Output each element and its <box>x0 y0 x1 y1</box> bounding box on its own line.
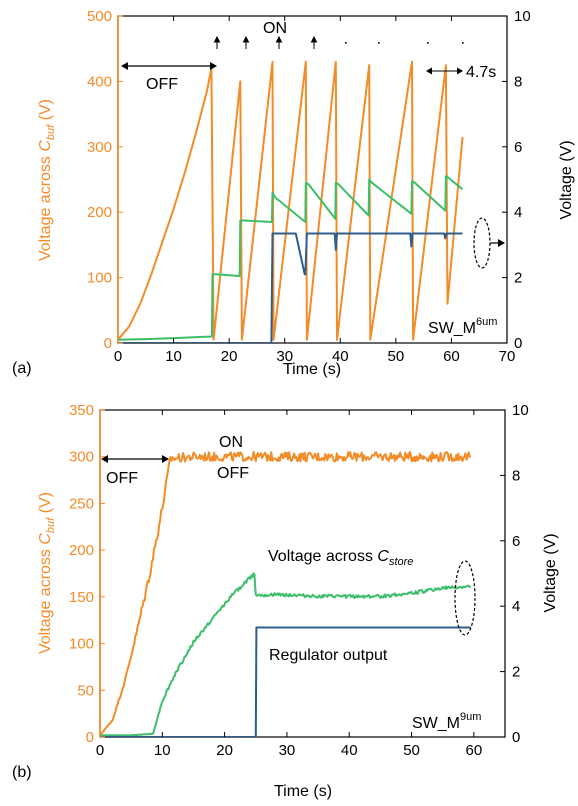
on-label-b: ON <box>219 434 243 451</box>
yr-tick-label-b-0: 0 <box>512 729 520 746</box>
device-tag-a: SW_M6um <box>428 316 497 337</box>
series-b-orange <box>100 451 471 736</box>
yr-tick-label-b-2: 4 <box>512 598 520 615</box>
yr-tick-label-b-3: 6 <box>512 533 520 550</box>
x-tick-label-b-4: 40 <box>341 742 358 759</box>
x-tick-label-a-2: 20 <box>221 348 238 365</box>
panel-a-xlabel: Time (s) <box>283 361 341 378</box>
yr-tick-label-a-3: 6 <box>514 139 522 156</box>
panel-a-annotations: OFF ON 4.7s SW_M6um <box>121 20 505 337</box>
panel-b-label: (b) <box>12 764 32 781</box>
period-label: 4.7s <box>466 64 496 81</box>
on-up-arrows <box>213 35 318 49</box>
yr-tick-label-a-2: 4 <box>514 204 522 221</box>
yl-tick-label-b-7: 350 <box>69 402 94 419</box>
yl-tick-label-a-4: 400 <box>87 73 112 90</box>
device-tag-b: SW_M9um <box>412 711 481 732</box>
on-dots <box>345 42 464 44</box>
regulator-label: Regulator output <box>269 647 388 664</box>
panel-b-ylabel-right: Voltage (V) <box>542 533 559 612</box>
x-tick-label-b-1: 10 <box>154 742 171 759</box>
yr-tick-label-b-4: 8 <box>512 467 520 484</box>
x-tick-label-a-3: 30 <box>276 348 293 365</box>
x-tick-label-b-2: 20 <box>216 742 233 759</box>
series-a-blue <box>118 232 463 343</box>
series-a-orange <box>118 60 464 341</box>
x-tick-label-a-0: 0 <box>114 348 122 365</box>
right-axis-marker-ellipse-b <box>454 560 476 636</box>
x-tick-label-a-4: 40 <box>332 348 349 365</box>
off-label-b: OFF <box>106 470 138 487</box>
x-tick-label-a-7: 70 <box>499 348 516 365</box>
right-axis-marker-arrowhead-a <box>498 239 505 247</box>
x-tick-label-b-6: 60 <box>466 742 483 759</box>
yr-tick-label-b-1: 2 <box>512 664 520 681</box>
yl-tick-label-b-3: 150 <box>69 589 94 606</box>
x-tick-label-a-1: 10 <box>165 348 182 365</box>
on-label-a: ON <box>263 20 287 37</box>
yl-tick-label-a-5: 500 <box>87 8 112 25</box>
panel-b-axes: 0 10 20 30 40 50 60 0 50 100 150 200 250 300 350 0 2 4 6 8 1… <box>69 402 529 759</box>
off-arrowhead-left-b <box>101 455 108 463</box>
yr-tick-label-b-5: 10 <box>512 402 529 419</box>
yr-tick-label-a-4: 8 <box>514 73 522 90</box>
yl-tick-label-a-1: 100 <box>87 270 112 287</box>
yl-tick-label-a-0: 0 <box>104 335 112 352</box>
panel-b-ylabel-left: Voltage across Cbuf (V) <box>37 492 57 654</box>
yl-tick-label-b-2: 100 <box>69 636 94 653</box>
off-arrowhead-right-a <box>210 62 217 70</box>
period-arrowhead-right <box>457 67 463 75</box>
right-axis-marker-ellipse-a <box>473 217 491 269</box>
yr-tick-label-a-1: 2 <box>514 270 522 287</box>
series-a-green <box>118 175 464 341</box>
yr-tick-label-a-0: 0 <box>514 335 522 352</box>
off-label-a: OFF <box>146 76 178 93</box>
panel-a-label: (a) <box>12 360 32 377</box>
panel-b: 0 10 20 30 40 50 60 0 50 100 150 200 250 300 350 0 2 4 6 8 1… <box>12 402 559 800</box>
x-tick-label-b-5: 50 <box>403 742 420 759</box>
panel-a-ylabel-left: Voltage across Cbuf (V) <box>37 99 57 261</box>
yl-tick-label-b-5: 250 <box>69 495 94 512</box>
yl-tick-label-a-3: 300 <box>87 139 112 156</box>
panel-b-series <box>100 451 472 737</box>
series-b-green <box>100 572 472 737</box>
panel-a-ylabel-right: Voltage (V) <box>558 140 575 219</box>
yl-tick-label-b-6: 300 <box>69 449 94 466</box>
yr-tick-label-a-5: 10 <box>514 8 531 25</box>
x-tick-label-b-3: 30 <box>279 742 296 759</box>
off2-label-b: OFF <box>217 465 249 482</box>
yl-tick-label-b-0: 0 <box>86 729 94 746</box>
period-arrowhead-left <box>426 67 432 75</box>
panel-b-xlabel: Time (s) <box>274 783 332 800</box>
x-tick-label-b-0: 0 <box>96 742 104 759</box>
x-tick-label-a-5: 50 <box>388 348 405 365</box>
panel-a-series <box>118 60 464 343</box>
off-arrowhead-left-a <box>121 62 128 70</box>
off-arrowhead-right-b <box>162 455 169 463</box>
x-tick-label-a-6: 60 <box>443 348 460 365</box>
yl-tick-label-a-2: 200 <box>87 204 112 221</box>
panel-b-annotations: OFF ON OFF Voltage across Cstore Regulat… <box>101 434 481 732</box>
yl-tick-label-b-4: 200 <box>69 542 94 559</box>
yl-tick-label-b-1: 50 <box>77 682 94 699</box>
series-b-blue <box>100 626 471 737</box>
cstore-label: Voltage across Cstore <box>268 548 413 568</box>
